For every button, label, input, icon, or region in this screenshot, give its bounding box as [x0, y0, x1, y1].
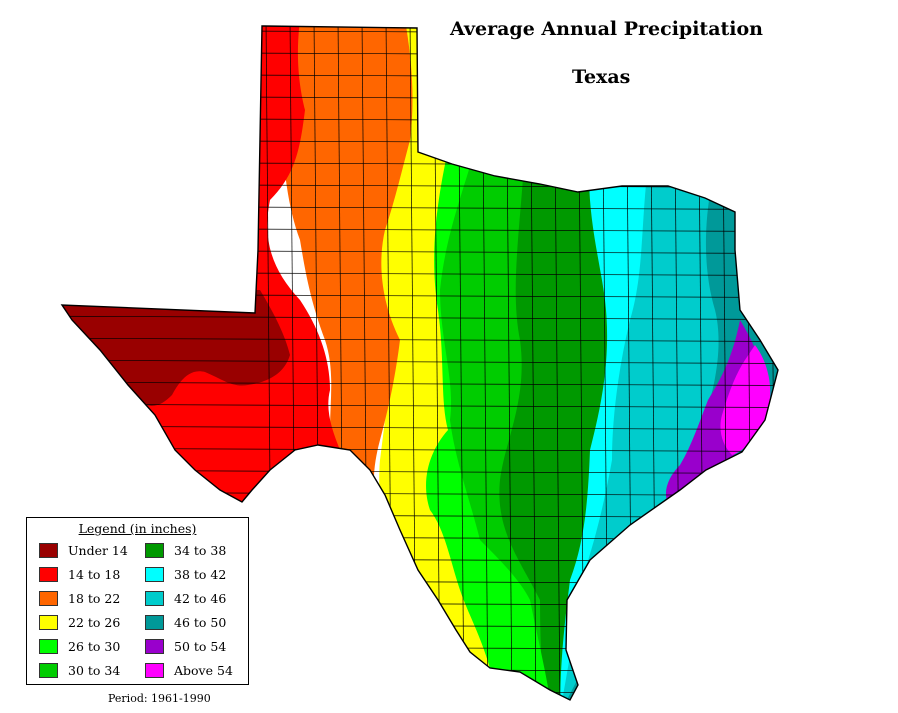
legend-item: 14 to 18 — [39, 566, 120, 582]
legend-swatch — [39, 614, 58, 630]
legend-item: 18 to 22 — [39, 590, 120, 606]
map-subtitle: Texas — [572, 66, 631, 88]
legend-item: Under 14 — [39, 542, 128, 558]
legend: Legend (in inches) Under 14 14 to 18 18 to… — [26, 517, 249, 685]
legend-swatch — [39, 590, 58, 606]
legend-label: 50 to 54 — [174, 638, 227, 654]
band-50-to-54 — [665, 320, 762, 512]
legend-label: 38 to 42 — [174, 566, 227, 582]
legend-label: 18 to 22 — [68, 590, 121, 606]
legend-swatch — [145, 638, 164, 654]
legend-item: 34 to 38 — [145, 542, 226, 558]
legend-swatch — [39, 566, 58, 582]
legend-label: 26 to 30 — [68, 638, 121, 654]
legend-label: 22 to 26 — [68, 614, 121, 630]
legend-label: Above 54 — [174, 662, 233, 678]
legend-label: 14 to 18 — [68, 566, 121, 582]
legend-item: 50 to 54 — [145, 638, 226, 654]
legend-label: 42 to 46 — [174, 590, 227, 606]
legend-label: Under 14 — [68, 542, 128, 558]
legend-item: 26 to 30 — [39, 638, 120, 654]
legend-item: 30 to 34 — [39, 662, 120, 678]
legend-item: 46 to 50 — [145, 614, 226, 630]
legend-swatch — [145, 590, 164, 606]
legend-label: 46 to 50 — [174, 614, 227, 630]
legend-item: 42 to 46 — [145, 590, 226, 606]
legend-item: 38 to 42 — [145, 566, 226, 582]
legend-title: Legend (in inches) — [78, 521, 197, 536]
legend-label: 30 to 34 — [68, 662, 121, 678]
legend-item: 22 to 26 — [39, 614, 120, 630]
band-under-14 — [62, 290, 290, 406]
period-label: Period: 1961-1990 — [108, 692, 211, 705]
legend-swatch — [145, 614, 164, 630]
legend-swatch — [145, 566, 164, 582]
legend-swatch — [39, 542, 58, 558]
legend-swatch — [145, 662, 164, 678]
legend-label: 34 to 38 — [174, 542, 227, 558]
legend-swatch — [39, 638, 58, 654]
legend-item: Above 54 — [145, 662, 233, 678]
legend-swatch — [39, 662, 58, 678]
legend-swatch — [145, 542, 164, 558]
map-title: Average Annual Precipitation — [450, 18, 763, 40]
band-above-54 — [720, 345, 771, 455]
